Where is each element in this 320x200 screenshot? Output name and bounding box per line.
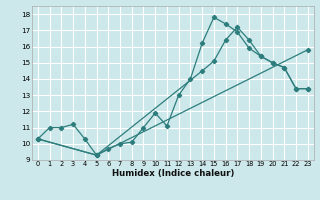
X-axis label: Humidex (Indice chaleur): Humidex (Indice chaleur) <box>112 169 234 178</box>
